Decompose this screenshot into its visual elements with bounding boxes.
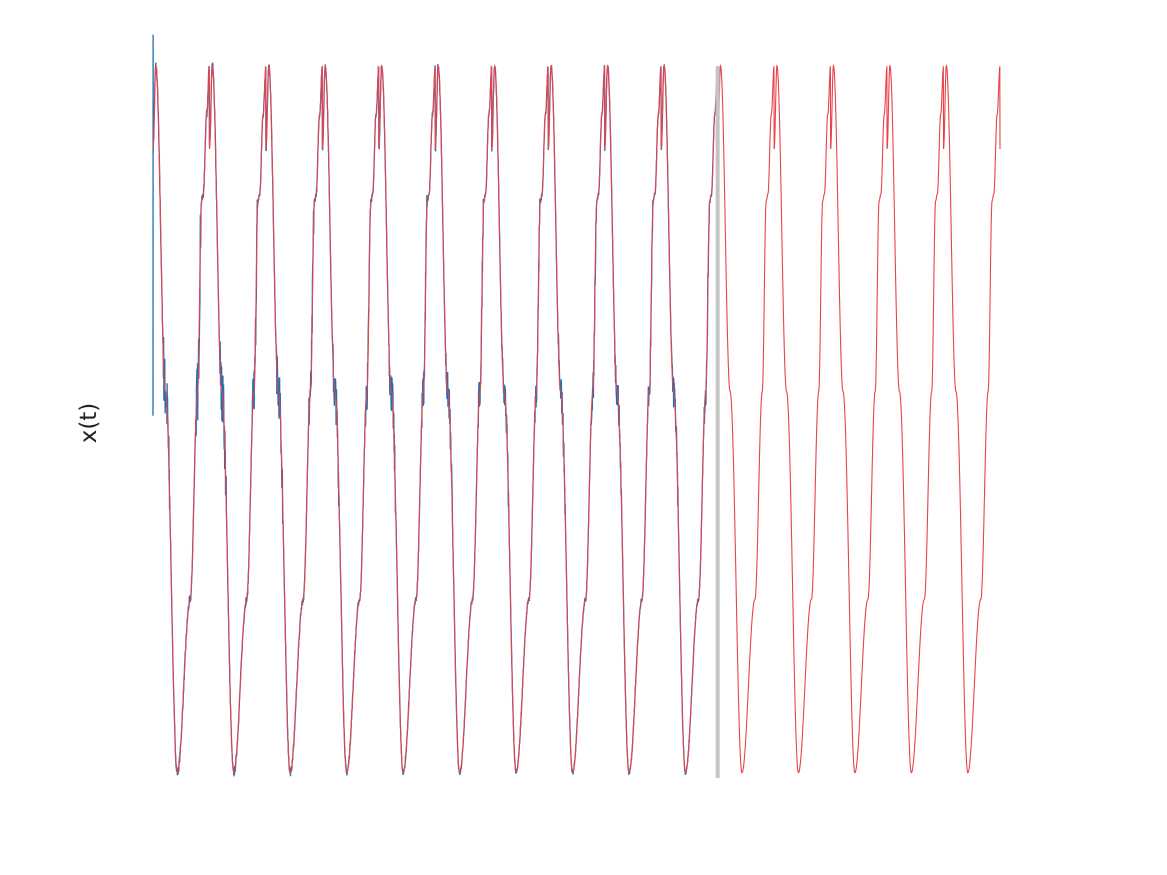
plot-area: [152, 34, 1001, 778]
y-axis-label: x(t): [76, 403, 102, 444]
series-model-line: [152, 64, 1001, 774]
